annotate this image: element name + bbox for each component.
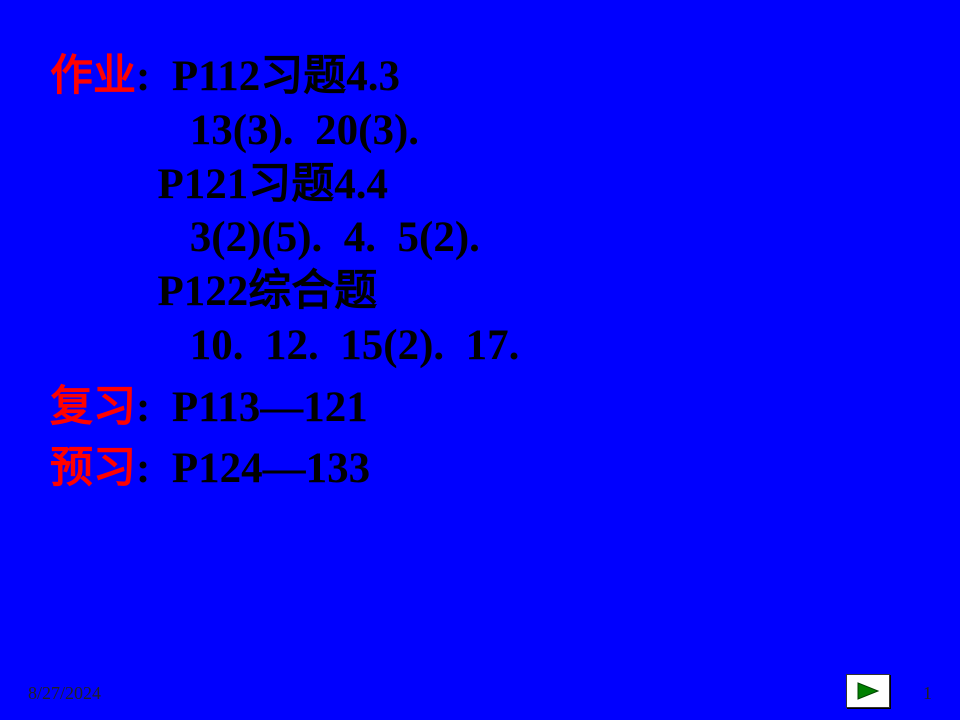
homework-line-2: 13(3). 20(3). xyxy=(50,104,940,158)
homework-pad-5 xyxy=(50,268,158,315)
homework-line-6: 10. 12. 15(2). 17. xyxy=(50,319,940,373)
homework-pad-2 xyxy=(50,107,190,154)
homework-text-5: P122综合题 xyxy=(158,268,378,315)
homework-line-3: P121习题4.4 xyxy=(50,158,940,212)
next-slide-button[interactable] xyxy=(846,674,890,708)
footer-date: 8/27/2024 xyxy=(28,683,101,704)
homework-pad-3 xyxy=(50,161,158,208)
preview-colon: : xyxy=(136,445,172,492)
homework-text-6: 10. 12. 15(2). 17. xyxy=(190,322,520,369)
homework-pad-4 xyxy=(50,214,190,261)
preview-text: P124—133 xyxy=(172,445,370,492)
homework-line-1: 作业: P112习题4.3 xyxy=(50,50,940,104)
homework-colon: : xyxy=(136,53,172,100)
homework-text-4: 3(2)(5). 4. 5(2). xyxy=(190,214,480,261)
review-label: 复习 xyxy=(50,384,136,431)
homework-pad-6 xyxy=(50,322,190,369)
review-line: 复习: P113—121 xyxy=(50,381,940,435)
homework-text-2: 13(3). 20(3). xyxy=(190,107,419,154)
homework-label: 作业 xyxy=(50,53,136,100)
footer-page-number: 1 xyxy=(923,683,932,704)
play-icon xyxy=(856,682,880,700)
preview-line: 预习: P124—133 xyxy=(50,442,940,496)
homework-text-1: P112习题4.3 xyxy=(172,53,400,100)
homework-text-3: P121习题4.4 xyxy=(158,161,389,208)
slide-content: 作业: P112习题4.3 13(3). 20(3). P121习题4.4 3(… xyxy=(50,50,940,496)
homework-line-5: P122综合题 xyxy=(50,265,940,319)
gap-1 xyxy=(50,373,940,381)
review-text: P113—121 xyxy=(172,384,368,431)
homework-line-4: 3(2)(5). 4. 5(2). xyxy=(50,211,940,265)
review-colon: : xyxy=(136,384,172,431)
gap-2 xyxy=(50,434,940,442)
preview-label: 预习 xyxy=(50,445,136,492)
